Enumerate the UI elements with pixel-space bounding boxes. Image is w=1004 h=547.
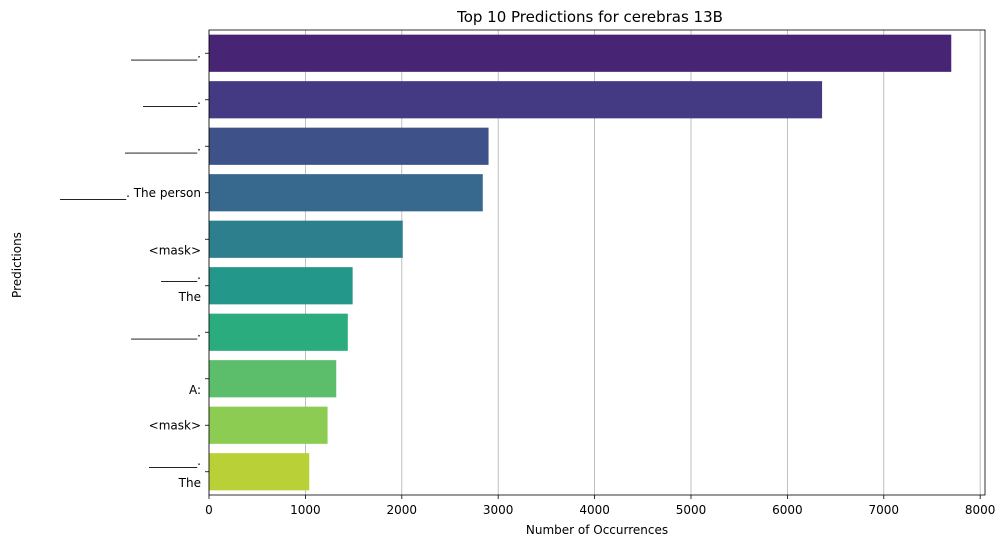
plot-border (208, 29, 986, 496)
plot-frame (208, 29, 986, 496)
y-tick-label: _________. (142, 93, 201, 107)
y-tick-label: ______. The (160, 268, 201, 304)
x-tick-label: 3000 (483, 503, 514, 517)
x-tick-label: 2000 (387, 503, 418, 517)
x-tick-label: 7000 (869, 503, 900, 517)
y-tick-label: <mask> (149, 243, 201, 257)
y-tick-label: A: (189, 383, 201, 397)
y-tick-label: ____________. (124, 139, 201, 153)
x-axis-label: Number of Occurrences (526, 523, 668, 537)
y-axis-label: Predictions (10, 232, 24, 298)
bar (209, 81, 823, 119)
bar (209, 267, 353, 305)
y-tick-label: <mask> (149, 418, 201, 432)
x-tick-label: 8000 (965, 503, 996, 517)
x-axis: 0 1000 2000 3000 4000 5000 6000 7000 8000 (205, 495, 995, 517)
x-tick-label: 1000 (290, 503, 321, 517)
x-tick-label: 0 (205, 503, 213, 517)
y-tick-label: ___________. (130, 325, 201, 339)
y-axis: ___________. _________. ____________. _____… (59, 46, 209, 490)
bar (209, 220, 403, 258)
bar (209, 174, 483, 212)
x-tick-label: 5000 (676, 503, 707, 517)
x-tick-label: 6000 (772, 503, 803, 517)
y-tick-label: ________. The (148, 454, 201, 490)
bar (209, 453, 310, 491)
chart-title: Top 10 Predictions for cerebras 13B (456, 8, 723, 26)
bar (209, 406, 328, 444)
y-tick-label: ___________. (130, 46, 201, 60)
bar (209, 360, 337, 398)
bars (209, 34, 952, 491)
bar (209, 34, 952, 72)
x-tick-label: 4000 (579, 503, 610, 517)
bar (209, 313, 348, 351)
y-tick-label: ___________. The person (59, 186, 201, 200)
bar (209, 127, 489, 165)
